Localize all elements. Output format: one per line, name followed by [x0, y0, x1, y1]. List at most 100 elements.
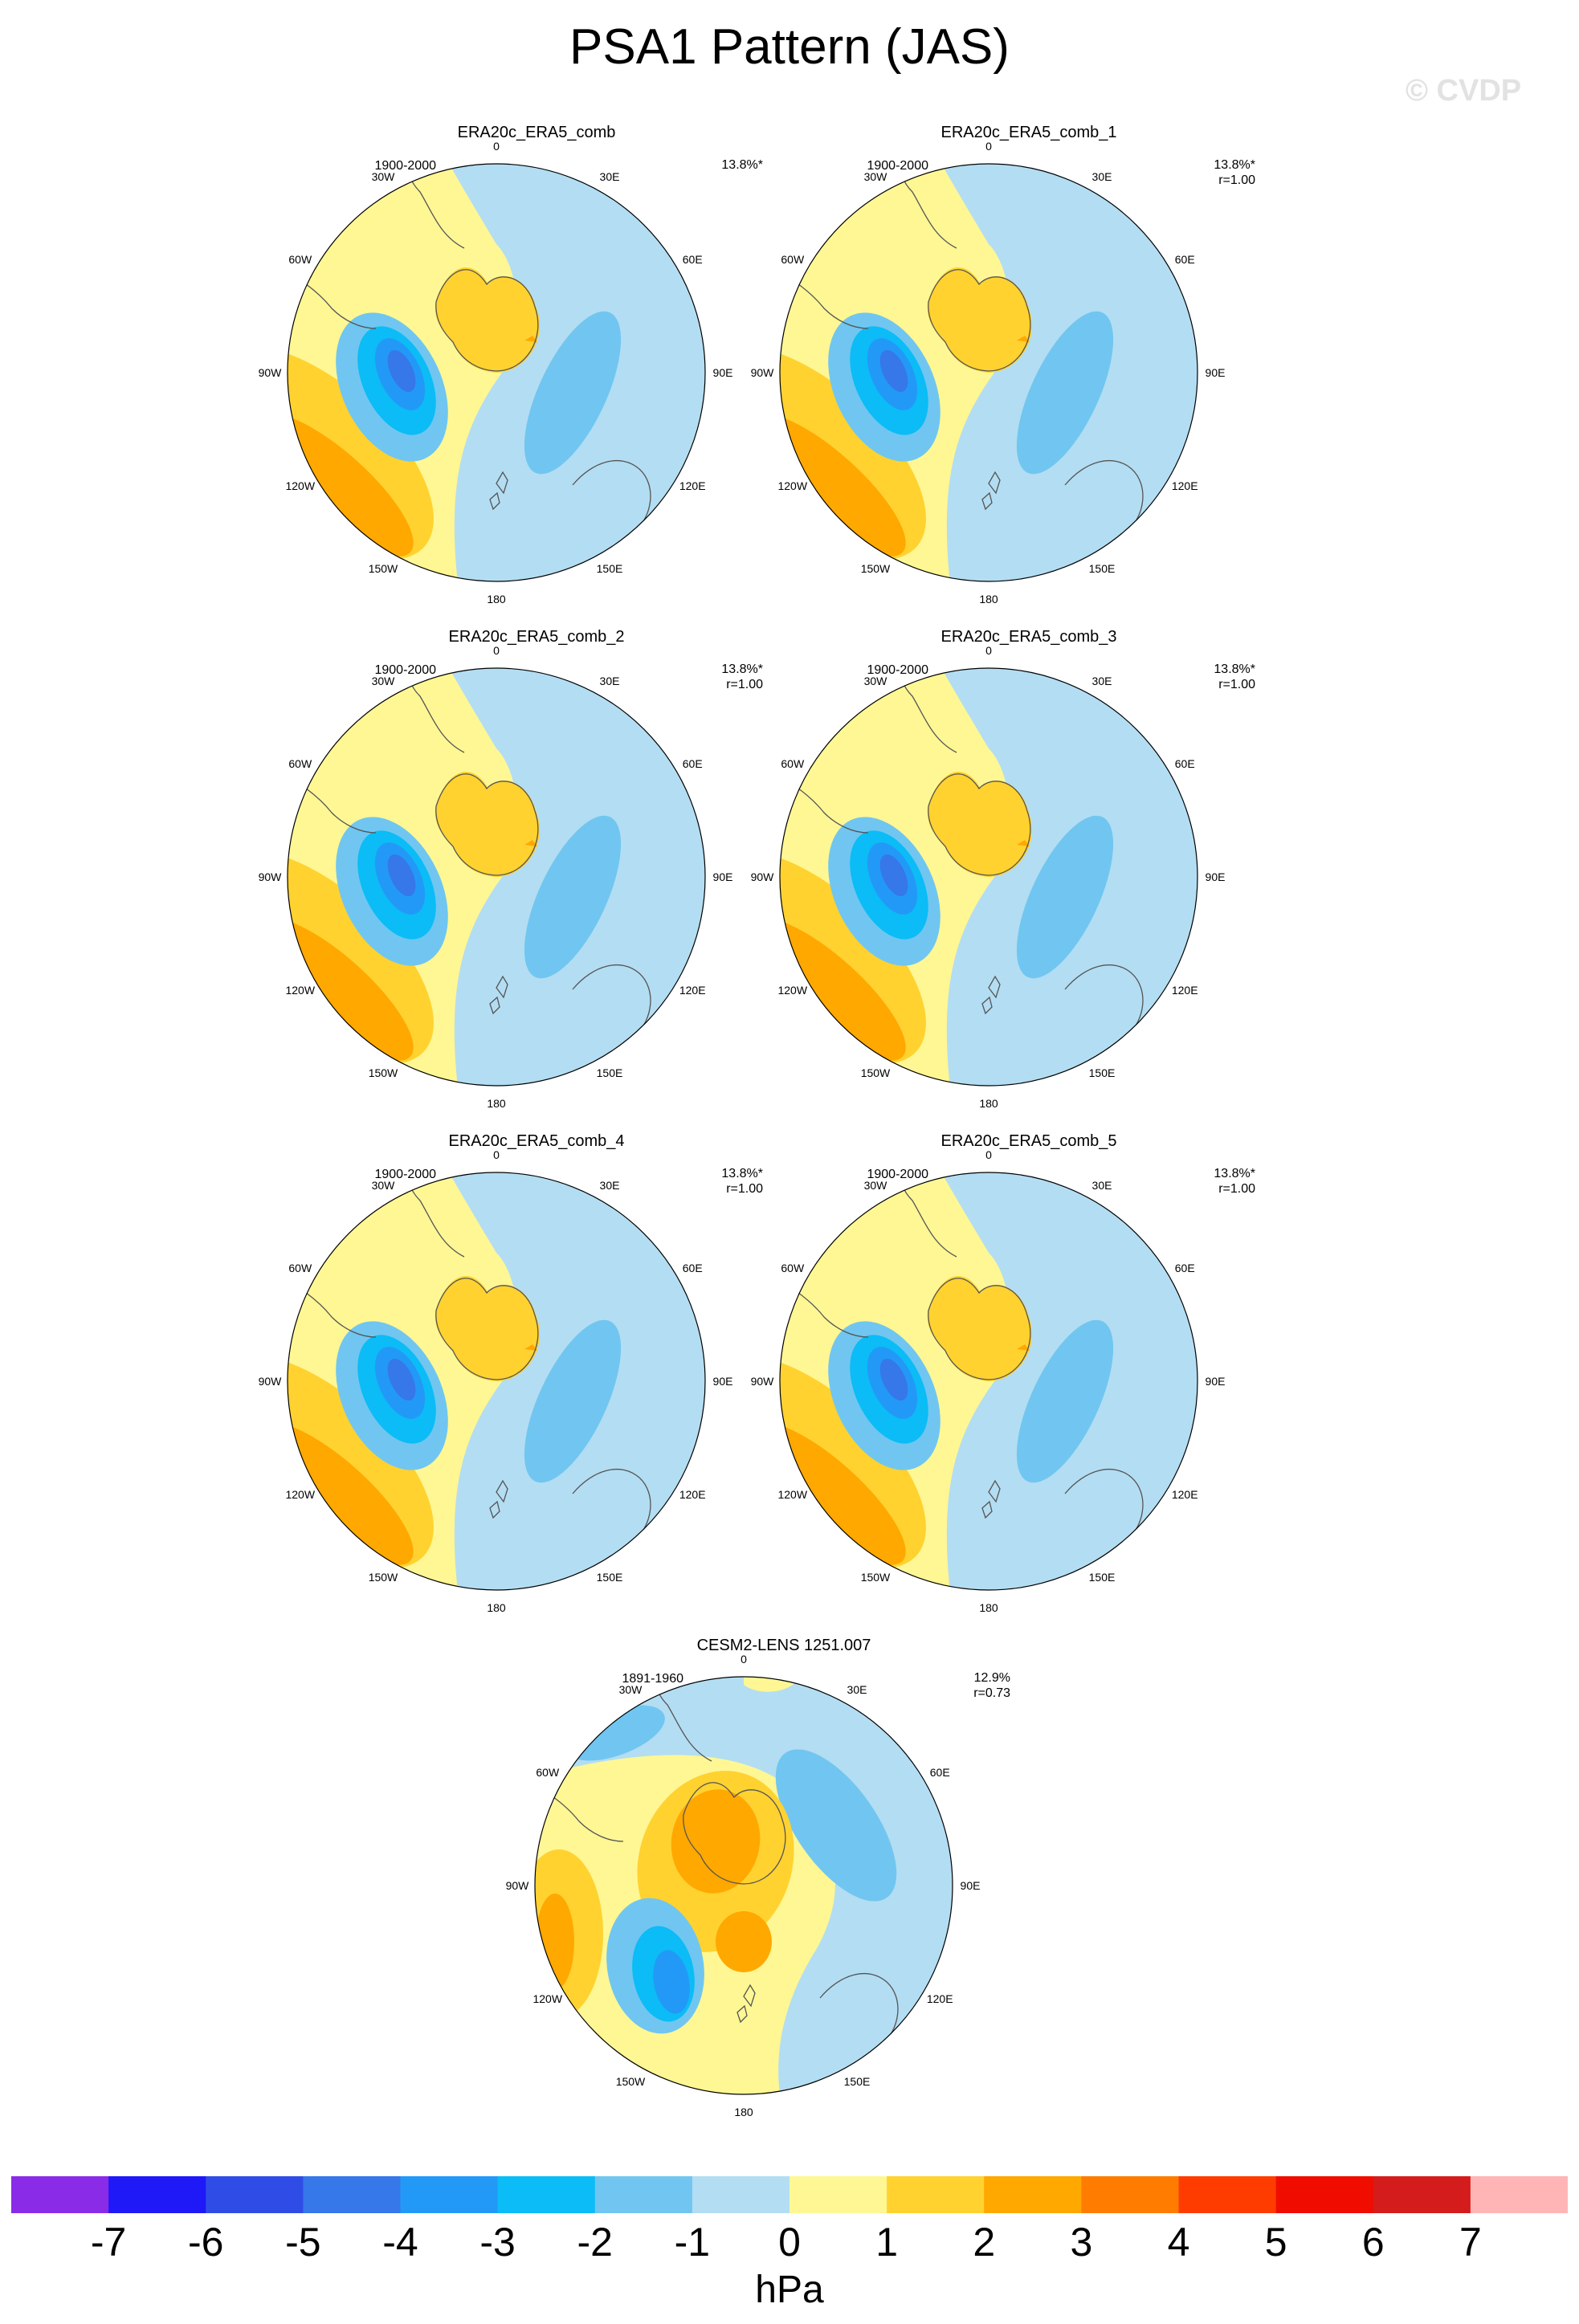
pattern-correlation-label: r=0.73 [973, 1686, 1010, 1700]
lon-label: 0 [985, 1148, 992, 1161]
variance-label: 12.9% [973, 1671, 1010, 1685]
colorbar-segment [1275, 2176, 1374, 2213]
positive-anomaly-south [716, 1911, 772, 1972]
panel-stats: 12.9% r=0.73 [942, 1670, 1010, 1701]
variance-label: 13.8%* [1214, 1167, 1255, 1180]
lon-label: 60E [682, 253, 703, 266]
period-label: 1900-2000 [867, 663, 928, 677]
lon-label: 120W [285, 479, 316, 492]
coastline [489, 996, 500, 1015]
panel-title: ERA20c_ERA5_comb_2 [448, 628, 625, 646]
colorbar-units: hPa [755, 2269, 824, 2311]
lon-label: 180 [979, 1097, 998, 1110]
colorbar-segment [887, 2176, 985, 2213]
lon-label: 150W [615, 2075, 646, 2089]
map-panel-p5: ERA20c_ERA5_comb_4 1900-2000 13.8%* r=1.… [259, 1127, 1018, 1649]
colorbar-tick: -7 [90, 2220, 127, 2265]
colorbar-tick: -3 [479, 2220, 516, 2265]
lon-label: 150W [368, 1571, 398, 1584]
lon-label: 30W [371, 674, 395, 687]
colorbar-tick: -5 [285, 2220, 321, 2265]
coastline [403, 164, 465, 249]
colorbar-tick: 7 [1459, 2220, 1482, 2265]
lon-label: 90E [1205, 1375, 1226, 1388]
panel-title: ERA20c_ERA5_comb_3 [940, 628, 1117, 646]
positive-anomaly-core [671, 1789, 761, 1894]
map-border [534, 1676, 953, 2095]
coastline [496, 975, 508, 999]
lon-label: 180 [487, 1601, 506, 1614]
pattern-correlation-label: r=1.00 [1218, 173, 1255, 187]
period-label: 1900-2000 [374, 1168, 436, 1181]
negative-anomaly-north [565, 1705, 665, 1761]
colorbar-segment [594, 2176, 693, 2213]
lon-label: 90W [258, 870, 282, 883]
lon-label: 120W [532, 1992, 563, 2005]
colorbar-ticks: -7 -6 -5 -4 -3 -2 -1 0 1 2 3 4 5 6 7 [0, 2218, 1579, 2266]
lon-label: 120E [1171, 984, 1198, 997]
colorbar-segment [303, 2176, 401, 2213]
lon-label: 180 [487, 593, 506, 605]
colorbar-segment [790, 2176, 887, 2213]
lon-label: 150E [1088, 1571, 1116, 1584]
lon-label: 150W [368, 562, 398, 576]
lon-label: 180 [979, 1601, 998, 1614]
variance-label: 13.8%* [1214, 663, 1255, 676]
pattern-correlation-label: r=1.00 [1218, 678, 1255, 691]
positive-anomaly-small [524, 1344, 537, 1351]
coastline [896, 1172, 957, 1258]
coastline [988, 975, 1001, 999]
positive-anomaly-small [1017, 840, 1030, 846]
coastline [981, 491, 993, 511]
lon-label: 150W [860, 1066, 891, 1080]
positive-anomaly-continent [927, 771, 1032, 877]
negative-anomaly-east [775, 1749, 897, 1902]
colorbar-tick: -6 [188, 2220, 224, 2265]
contour-fill [288, 164, 705, 581]
polar-map [534, 1676, 953, 2095]
pattern-correlation-label: r=1.00 [726, 678, 763, 691]
polar-map [779, 163, 1198, 582]
coastline [819, 1972, 899, 2047]
coastline [988, 471, 1001, 495]
positive-anomaly-continent [435, 1275, 540, 1381]
coastline [988, 1479, 1001, 1503]
lon-label: 30W [371, 169, 395, 183]
lon-label: 120W [777, 1488, 808, 1501]
watermark: © CVDP [1406, 74, 1522, 108]
colorbar-tick: 5 [1264, 2220, 1287, 2265]
lon-label: 150W [860, 1571, 891, 1584]
colorbar-segment [1081, 2176, 1179, 2213]
map-panel-p1: ERA20c_ERA5_comb 1900-2000 13.8%* 0 30E 60… [259, 119, 1018, 641]
lon-label: 90W [258, 366, 282, 379]
lon-label: 120E [679, 479, 706, 492]
panel-title: ERA20c_ERA5_comb [457, 124, 616, 141]
negative-anomaly-core [387, 349, 416, 393]
coastline [1064, 964, 1144, 1038]
lon-label: 120W [777, 479, 808, 492]
coastline [403, 668, 465, 753]
negative-anomaly-core [387, 1358, 416, 1401]
coastline [572, 964, 651, 1038]
coastline [928, 269, 1031, 372]
lon-label: 60E [929, 1766, 950, 1779]
positive-anomaly-small [1017, 1344, 1030, 1351]
lon-label: 90E [712, 366, 733, 379]
colorbar-tick: 3 [1070, 2220, 1093, 2265]
lon-label: 120W [285, 1488, 316, 1501]
coastline [981, 996, 993, 1015]
lon-label: 0 [493, 644, 500, 657]
colorbar-segment [108, 2176, 206, 2213]
lon-label: 120E [679, 1488, 706, 1501]
variance-label: 13.8%* [721, 1167, 763, 1180]
lon-label: 150E [843, 2075, 871, 2089]
coastline [435, 269, 539, 372]
variance-label: 13.8%* [1214, 158, 1255, 172]
period-label: 1900-2000 [867, 159, 928, 173]
coastline [736, 2004, 748, 2024]
lon-label: 30W [863, 674, 887, 687]
negative-anomaly-core [387, 854, 416, 897]
positive-anomaly-small [524, 336, 537, 342]
lon-label: 150E [596, 1066, 623, 1080]
coastline [1064, 459, 1144, 534]
